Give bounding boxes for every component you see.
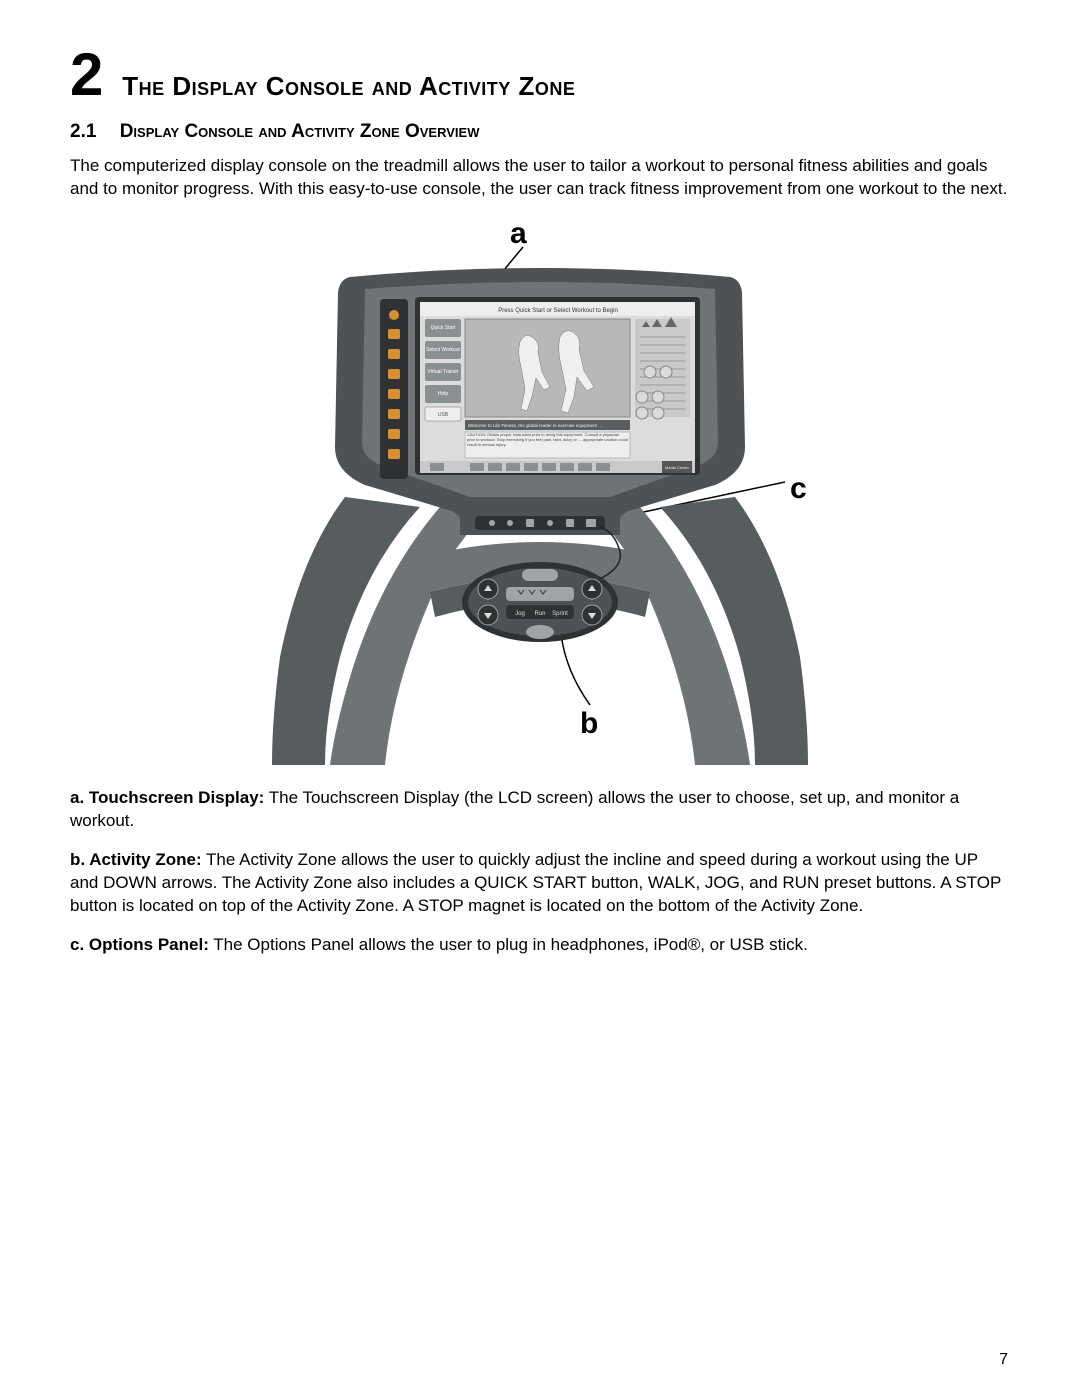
intro-paragraph: The computerized display console on the …: [70, 155, 1010, 201]
description-a-label: a. Touchscreen Display:: [70, 788, 264, 807]
section-title: Display Console and Activity Zone Overvi…: [120, 121, 480, 142]
screen-caption: Press Quick Start or Select Workout to B…: [498, 308, 618, 314]
menu-help: Help: [438, 391, 449, 397]
preset-sprint: Sprint: [552, 611, 568, 617]
menu-quick-start: Quick Start: [431, 325, 456, 331]
section-heading: 2.1 Display Console and Activity Zone Ov…: [70, 121, 1010, 143]
preset-run: Run: [534, 611, 545, 617]
menu-usb: USB: [438, 412, 449, 418]
chapter-number: 2: [70, 41, 103, 108]
preset-jog: Jog: [515, 611, 525, 617]
description-a: a. Touchscreen Display: The Touchscreen …: [70, 787, 1010, 833]
callout-c-label: c: [790, 472, 807, 506]
chapter-title: The Display Console and Activity Zone: [122, 71, 575, 101]
info-line: Welcome to Life Fitness, the global lead…: [468, 423, 603, 428]
activity-zone: Jog Run Sprint: [462, 562, 618, 642]
description-b-label: b. Activity Zone:: [70, 850, 202, 869]
manual-page: 2 The Display Console and Activity Zone …: [0, 0, 1080, 1397]
callout-a-label: a: [510, 217, 527, 251]
touchscreen-display: Press Quick Start or Select Workout to B…: [415, 297, 700, 475]
console-figure: a b c: [270, 217, 810, 767]
description-b-text: The Activity Zone allows the user to qui…: [70, 850, 1001, 915]
chapter-heading: 2 The Display Console and Activity Zone: [70, 40, 1010, 109]
menu-select-workout: Select Workout: [426, 347, 460, 353]
console-illustration: Press Quick Start or Select Workout to B…: [270, 217, 810, 767]
left-icon-strip: [380, 299, 408, 479]
description-c-label: c. Options Panel:: [70, 935, 209, 954]
description-b: b. Activity Zone: The Activity Zone allo…: [70, 849, 1010, 918]
section-number: 2.1: [70, 121, 96, 142]
description-c-text: The Options Panel allows the user to plu…: [209, 935, 808, 954]
description-c: c. Options Panel: The Options Panel allo…: [70, 934, 1010, 957]
media-center-label: Media Center: [665, 465, 690, 470]
caution-text: CAUTION: Obtain proper instruction prior…: [467, 433, 628, 447]
menu-virtual-trainer: Virtual Trainer: [427, 369, 458, 375]
page-number: 7: [999, 1351, 1008, 1369]
callout-b-label: b: [580, 707, 598, 741]
